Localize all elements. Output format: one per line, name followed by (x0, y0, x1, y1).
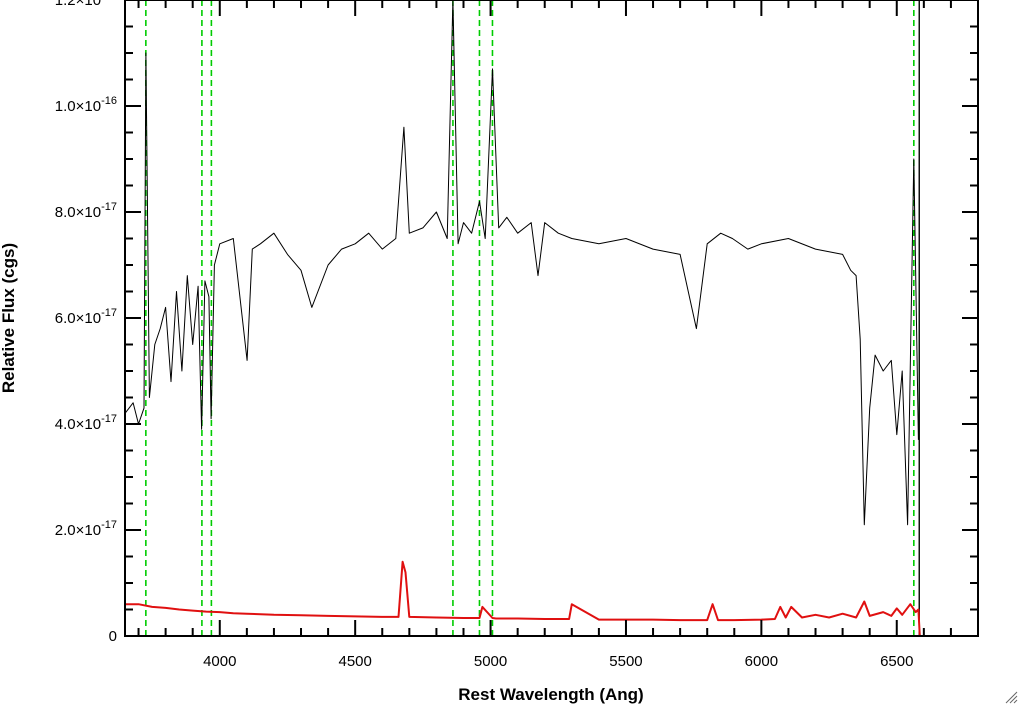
spectrum-series (124, 0, 978, 637)
x-tick-label: 4000 (203, 653, 236, 670)
y-tick-label: 1.0×10-16 (55, 95, 117, 115)
series-line-1 (125, 560, 978, 637)
tick-labels: 4000 4500 5000 5500 6000 6500 0 2.0×10-17 4.0×10… (55, 0, 914, 670)
y-tick-label: 0 (109, 628, 117, 645)
x-tick-label: 6000 (745, 653, 778, 670)
vertical-marker-lines (145, 0, 920, 636)
resize-grip-icon[interactable] (1004, 690, 1018, 704)
y-tick-label: 4.0×10-17 (55, 413, 117, 433)
series-line-0 (124, 0, 919, 526)
x-tick-label: 5500 (609, 653, 642, 670)
y-tick-label: 6.0×10-17 (55, 307, 117, 327)
x-axis-label: Rest Wavelength (Ang) (458, 685, 643, 704)
x-tick-label: 6500 (880, 653, 913, 670)
y-axis-label: Relative Flux (cgs) (0, 243, 18, 393)
plot-frame (124, 0, 979, 637)
y-tick-label: 8.0×10-17 (55, 201, 117, 221)
plot-axes (124, 0, 979, 637)
x-tick-label: 5000 (474, 653, 507, 670)
y-tick-label: 2.0×10-17 (55, 519, 117, 539)
x-tick-label: 4500 (338, 653, 371, 670)
y-tick-label: 1.2×10-16 (55, 0, 117, 9)
